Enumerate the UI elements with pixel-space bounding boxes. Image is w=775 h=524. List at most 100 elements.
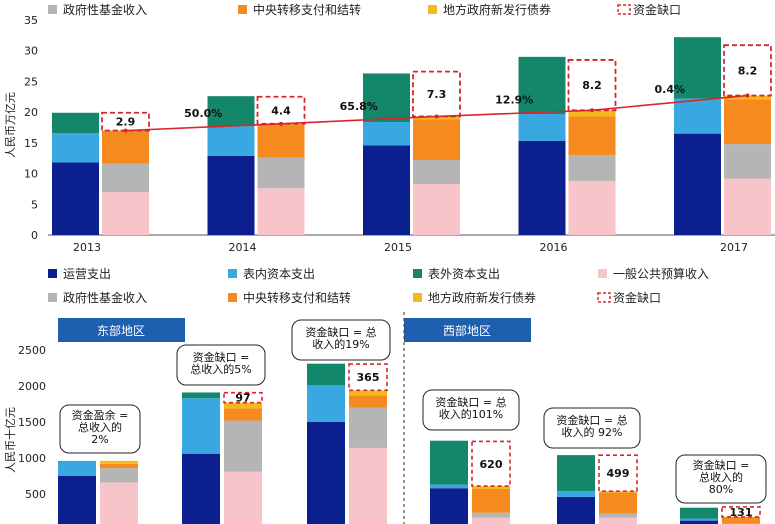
operating-bar-segment: [307, 422, 345, 524]
gap-box: [471, 440, 511, 487]
top-legend-label: 政府性基金收入: [63, 2, 147, 17]
callout-text-line: 总收入的: [78, 420, 122, 434]
fund_revenue-bar-segment: [568, 155, 616, 181]
y-axis-label: 人民币万亿元: [4, 92, 17, 158]
growth-rate-label: 12.9%: [495, 93, 533, 106]
bottom-row1-legend-label: 表外资本支出: [428, 267, 500, 281]
transfers-bar-segment: [349, 395, 387, 408]
callout-text-line: 资金缺口 = 总: [556, 413, 627, 427]
operating-bar-segment: [430, 488, 468, 524]
gap-legend-dashed-box-icon: [597, 292, 611, 303]
general_budget-bar-segment: [724, 178, 771, 235]
callout-box: [675, 454, 767, 504]
x-tick-label: 2017: [720, 241, 748, 254]
new_bonds-bar-segment: [100, 460, 138, 464]
transfers-bar-segment: [472, 488, 510, 513]
operating-bar-segment: [680, 520, 718, 524]
growth-rate-label: 65.8%: [340, 100, 378, 113]
fund_revenue-bar-segment: [599, 513, 637, 518]
offbudget_capital-bar-segment: [207, 96, 255, 127]
y-tick-label: 35: [24, 14, 38, 27]
bottom-row1-legend-label: 表内资本支出: [243, 267, 315, 281]
y-tick-label: 20: [24, 106, 38, 119]
transfers-bar-segment: [413, 119, 460, 161]
operating-bar-segment: [207, 155, 255, 235]
onbudget_capital-bar-segment: [430, 484, 468, 489]
operating-legend-swatch-icon: [48, 269, 57, 278]
y-tick-label: 30: [24, 45, 38, 58]
fund_revenue-bar-segment: [724, 144, 771, 179]
callout-text-line: 收入的19%: [312, 337, 369, 351]
onbudget_capital-bar-segment: [518, 113, 566, 142]
gap-value-label: 7.3: [427, 88, 447, 101]
region-header-box: [58, 318, 185, 342]
offbudget_capital-bar-segment: [307, 363, 345, 386]
x-tick-label: 2016: [540, 241, 568, 254]
callout-text-line: 总收入的5%: [190, 362, 251, 376]
region-header-label: 东部地区: [97, 323, 145, 338]
general_budget-legend-swatch-icon: [598, 269, 607, 278]
operating-bar-segment: [182, 453, 220, 524]
callout-box: [291, 319, 391, 361]
operating-bar-segment: [52, 162, 99, 235]
y-tick-label: 500: [25, 488, 46, 501]
offbudget_capital-bar-segment: [182, 392, 220, 399]
top-legend-label: 中央转移支付和结转: [253, 2, 361, 17]
gap-box: [348, 363, 388, 392]
bottom-row1-legend-label: 一般公共预算收入: [613, 266, 709, 281]
fund_revenue-legend-swatch-icon: [48, 293, 57, 302]
growth-point: [279, 121, 283, 126]
y-tick-label: 0: [31, 229, 38, 242]
onbudget_capital-bar-segment: [207, 126, 255, 156]
general_budget-bar-segment: [102, 192, 149, 235]
x-tick-label: 2015: [384, 241, 412, 254]
callout-text-line: 总收入的: [699, 470, 743, 484]
gap-box: [598, 454, 638, 492]
general_budget-bar-segment: [472, 517, 510, 524]
fund_revenue-bar-segment: [349, 407, 387, 448]
callout-text-line: 资金缺口 =: [193, 350, 250, 364]
callout-text-line: 资金缺口 =: [693, 458, 750, 472]
transfers-bar-segment: [100, 463, 138, 469]
offbudget_capital-bar-segment: [674, 37, 721, 99]
transfers-legend-swatch-icon: [228, 293, 237, 302]
transfers-bar-segment: [724, 99, 771, 145]
gap-box: [721, 506, 761, 518]
fund_revenue-bar-segment: [100, 468, 138, 483]
growth-rate-label: 50.0%: [184, 107, 222, 120]
gap-legend-dashed-box-icon: [617, 4, 631, 15]
onbudget_capital-bar-segment: [58, 460, 96, 476]
general_budget-bar-segment: [599, 517, 637, 524]
offbudget_capital-bar-segment: [430, 440, 468, 485]
transfers-bar-segment: [599, 492, 637, 514]
top-chart: 政府性基金收入 中央转移支付和结转 地方政府新发行债券 资金缺口 0 5 10 15 20 25 3…: [4, 2, 775, 254]
general_budget-bar-segment: [100, 482, 138, 524]
y-tick-label: 2500: [18, 344, 46, 357]
onbudget_capital-bar-segment: [307, 385, 345, 422]
bottom-row1-legend-label: 运营支出: [63, 267, 111, 281]
transfers-bar-segment: [102, 130, 149, 164]
new_bonds-legend-swatch-icon: [413, 293, 422, 302]
callout-text-line: 收入的101%: [439, 407, 503, 421]
growth-point: [123, 128, 128, 133]
gap-box: [412, 70, 461, 118]
y-tick-label: 2000: [18, 380, 46, 393]
new_bonds-bar-segment: [568, 110, 616, 117]
onbudget_capital-bar-segment: [674, 98, 721, 134]
general_budget-bar-segment: [224, 471, 262, 524]
gap-value-label: 2.9: [116, 116, 136, 129]
operating-bar-segment: [674, 133, 721, 235]
onbudget_capital-bar-segment: [182, 398, 220, 454]
offbudget_capital-bar-segment: [518, 56, 566, 114]
fund_revenue-bar-segment: [224, 420, 262, 472]
general_budget-bar-segment: [349, 447, 387, 524]
new_bonds-legend-swatch-icon: [428, 5, 437, 14]
onbudget_capital-legend-swatch-icon: [228, 269, 237, 278]
gap-value-label: 499: [607, 467, 630, 480]
transfers-bar-segment: [722, 517, 760, 524]
region-header-label: 西部地区: [443, 323, 491, 338]
gap-value-label: 620: [480, 458, 503, 471]
growth-point: [434, 114, 439, 119]
callout-box: [176, 344, 266, 386]
transfers-bar-segment: [257, 125, 305, 158]
